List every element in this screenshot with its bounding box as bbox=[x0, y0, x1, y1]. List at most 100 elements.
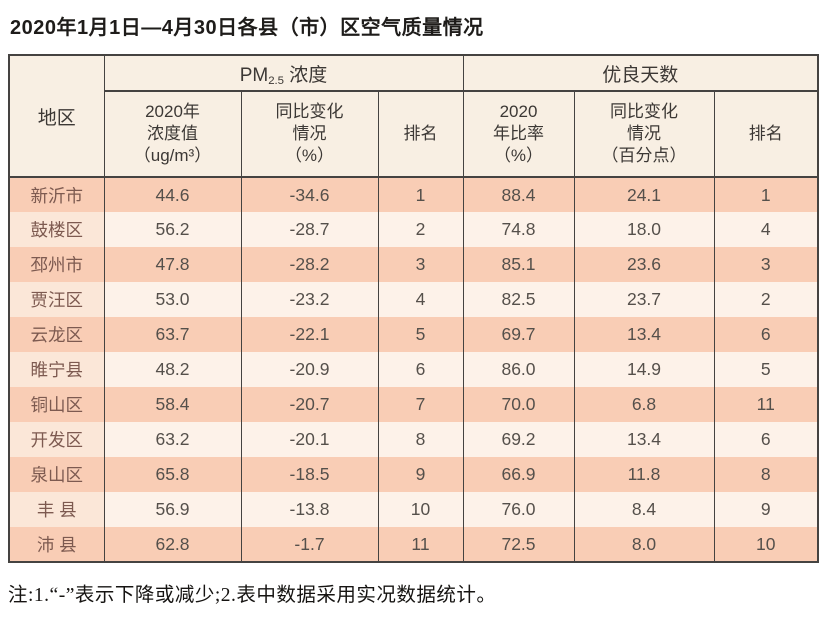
header-group-pm25: PM2.5 浓度 bbox=[103, 55, 464, 92]
pm25-change-cell: -20.9 bbox=[240, 352, 379, 387]
gooddays-ratio-cell: 69.2 bbox=[462, 422, 575, 457]
gooddays-change-cell: 14.9 bbox=[573, 352, 715, 387]
gooddays-ratio-cell: 85.1 bbox=[462, 247, 575, 282]
gooddays-change-cell: 8.4 bbox=[573, 492, 715, 527]
pm25-value-cell: 44.6 bbox=[103, 177, 242, 212]
header-pm25-value: 2020年 浓度值 （ug/m³） bbox=[103, 91, 242, 178]
pm25-value-cell: 65.8 bbox=[103, 457, 242, 492]
pm25-change-cell: -22.1 bbox=[240, 317, 379, 352]
pm25-value-cell: 58.4 bbox=[103, 387, 242, 422]
region-cell: 丰 县 bbox=[8, 492, 105, 527]
footnote: 注:1.“-”表示下降或减少;2.表中数据采用实况数据统计。 bbox=[8, 585, 497, 606]
pm25-label-suffix: 浓度 bbox=[284, 64, 328, 86]
pm25-rank-cell: 3 bbox=[377, 247, 464, 282]
pm25-label-prefix: PM bbox=[239, 64, 269, 86]
gooddays-rank-cell: 9 bbox=[713, 492, 819, 527]
pm25-value-cell: 48.2 bbox=[103, 352, 242, 387]
pm25-rank-cell: 4 bbox=[377, 282, 464, 317]
pm25-rank-cell: 7 bbox=[377, 387, 464, 422]
gooddays-ratio-cell: 72.5 bbox=[462, 527, 575, 562]
gooddays-ratio-cell: 76.0 bbox=[462, 492, 575, 527]
pm25-value-cell: 56.2 bbox=[103, 212, 242, 247]
gooddays-ratio-cell: 70.0 bbox=[462, 387, 575, 422]
header-pm25-change: 同比变化 情况 （%） bbox=[240, 91, 379, 178]
pm25-rank-cell: 2 bbox=[377, 212, 464, 247]
gooddays-ratio-cell: 74.8 bbox=[462, 212, 575, 247]
pm25-value-cell: 47.8 bbox=[103, 247, 242, 282]
gooddays-change-cell: 13.4 bbox=[573, 422, 715, 457]
pm25-rank-cell: 9 bbox=[377, 457, 464, 492]
region-cell: 鼓楼区 bbox=[8, 212, 105, 247]
gooddays-rank-cell: 10 bbox=[713, 527, 819, 562]
pm25-value-cell: 63.7 bbox=[103, 317, 242, 352]
pm25-rank-cell: 5 bbox=[377, 317, 464, 352]
pm25-rank-cell: 6 bbox=[377, 352, 464, 387]
pm25-rank-cell: 8 bbox=[377, 422, 464, 457]
pm25-change-cell: -28.7 bbox=[240, 212, 379, 247]
region-cell: 新沂市 bbox=[8, 177, 105, 212]
gooddays-change-cell: 11.8 bbox=[573, 457, 715, 492]
pm25-change-cell: -28.2 bbox=[240, 247, 379, 282]
header-gooddays-change: 同比变化 情况 （百分点） bbox=[573, 91, 715, 178]
header-region: 地区 bbox=[8, 55, 105, 178]
pm25-change-cell: -20.1 bbox=[240, 422, 379, 457]
region-cell: 邳州市 bbox=[8, 247, 105, 282]
gooddays-rank-cell: 11 bbox=[713, 387, 819, 422]
header-gooddays-ratio: 2020 年比率 （%） bbox=[462, 91, 575, 178]
region-cell: 铜山区 bbox=[8, 387, 105, 422]
pm25-value-cell: 62.8 bbox=[103, 527, 242, 562]
table-row: 丰 县 56.9 -13.8 10 76.0 8.4 9 bbox=[8, 492, 819, 527]
sub-header-row: 2020年 浓度值 （ug/m³） 同比变化 情况 （%） 排名 2020 年比… bbox=[9, 91, 819, 178]
pm25-change-cell: -34.6 bbox=[240, 177, 379, 212]
table-row: 新沂市 44.6 -34.6 1 88.4 24.1 1 bbox=[8, 177, 819, 212]
pm25-change-cell: -18.5 bbox=[240, 457, 379, 492]
gooddays-rank-cell: 3 bbox=[713, 247, 819, 282]
gooddays-change-cell: 24.1 bbox=[573, 177, 715, 212]
pm25-value-cell: 56.9 bbox=[103, 492, 242, 527]
table-row: 开发区 63.2 -20.1 8 69.2 13.4 6 bbox=[8, 422, 819, 457]
region-cell: 云龙区 bbox=[8, 317, 105, 352]
gooddays-rank-cell: 1 bbox=[713, 177, 819, 212]
table-row: 云龙区 63.7 -22.1 5 69.7 13.4 6 bbox=[8, 317, 819, 352]
gooddays-ratio-cell: 69.7 bbox=[462, 317, 575, 352]
header-pm25-rank: 排名 bbox=[377, 91, 464, 178]
pm25-label-subscript: 2.5 bbox=[268, 74, 285, 87]
gooddays-ratio-cell: 66.9 bbox=[462, 457, 575, 492]
group-header-row: 地区 PM2.5 浓度 优良天数 bbox=[8, 55, 819, 178]
gooddays-rank-cell: 5 bbox=[713, 352, 819, 387]
gooddays-rank-cell: 6 bbox=[713, 317, 819, 352]
gooddays-ratio-cell: 86.0 bbox=[462, 352, 575, 387]
gooddays-change-cell: 23.7 bbox=[573, 282, 715, 317]
table-row: 泉山区 65.8 -18.5 9 66.9 11.8 8 bbox=[8, 457, 819, 492]
pm25-change-cell: -20.7 bbox=[240, 387, 379, 422]
table-header: 地区 PM2.5 浓度 优良天数 2020年 浓度值 （ug/m³） 同比变化 … bbox=[8, 55, 819, 178]
air-quality-table: 地区 PM2.5 浓度 优良天数 2020年 浓度值 （ug/m³） 同比变化 … bbox=[8, 54, 819, 563]
pm25-rank-cell: 11 bbox=[377, 527, 464, 562]
gooddays-change-cell: 23.6 bbox=[573, 247, 715, 282]
pm25-value-cell: 53.0 bbox=[103, 282, 242, 317]
gooddays-ratio-cell: 88.4 bbox=[462, 177, 575, 212]
table-row: 睢宁县 48.2 -20.9 6 86.0 14.9 5 bbox=[8, 352, 819, 387]
table-row: 贾汪区 53.0 -23.2 4 82.5 23.7 2 bbox=[8, 282, 819, 317]
region-cell: 开发区 bbox=[8, 422, 105, 457]
gooddays-change-cell: 13.4 bbox=[573, 317, 715, 352]
region-cell: 睢宁县 bbox=[8, 352, 105, 387]
table-row: 鼓楼区 56.2 -28.7 2 74.8 18.0 4 bbox=[8, 212, 819, 247]
header-group-good-days: 优良天数 bbox=[462, 55, 819, 92]
table-body: 新沂市 44.6 -34.6 1 88.4 24.1 1 鼓楼区 56.2 -28.7 2 74.8 1… bbox=[8, 177, 819, 562]
pm25-change-cell: -1.7 bbox=[240, 527, 379, 562]
table-row: 沛 县 62.8 -1.7 11 72.5 8.0 10 bbox=[8, 527, 819, 562]
pm25-change-cell: -13.8 bbox=[240, 492, 379, 527]
pm25-value-cell: 63.2 bbox=[103, 422, 242, 457]
table-row: 邳州市 47.8 -28.2 3 85.1 23.6 3 bbox=[8, 247, 819, 282]
header-gooddays-rank: 排名 bbox=[713, 91, 819, 178]
region-cell: 沛 县 bbox=[8, 527, 105, 562]
pm25-rank-cell: 1 bbox=[377, 177, 464, 212]
gooddays-rank-cell: 4 bbox=[713, 212, 819, 247]
gooddays-ratio-cell: 82.5 bbox=[462, 282, 575, 317]
table-row: 铜山区 58.4 -20.7 7 70.0 6.8 11 bbox=[8, 387, 819, 422]
gooddays-change-cell: 6.8 bbox=[573, 387, 715, 422]
gooddays-rank-cell: 8 bbox=[713, 457, 819, 492]
gooddays-change-cell: 8.0 bbox=[573, 527, 715, 562]
region-cell: 泉山区 bbox=[8, 457, 105, 492]
